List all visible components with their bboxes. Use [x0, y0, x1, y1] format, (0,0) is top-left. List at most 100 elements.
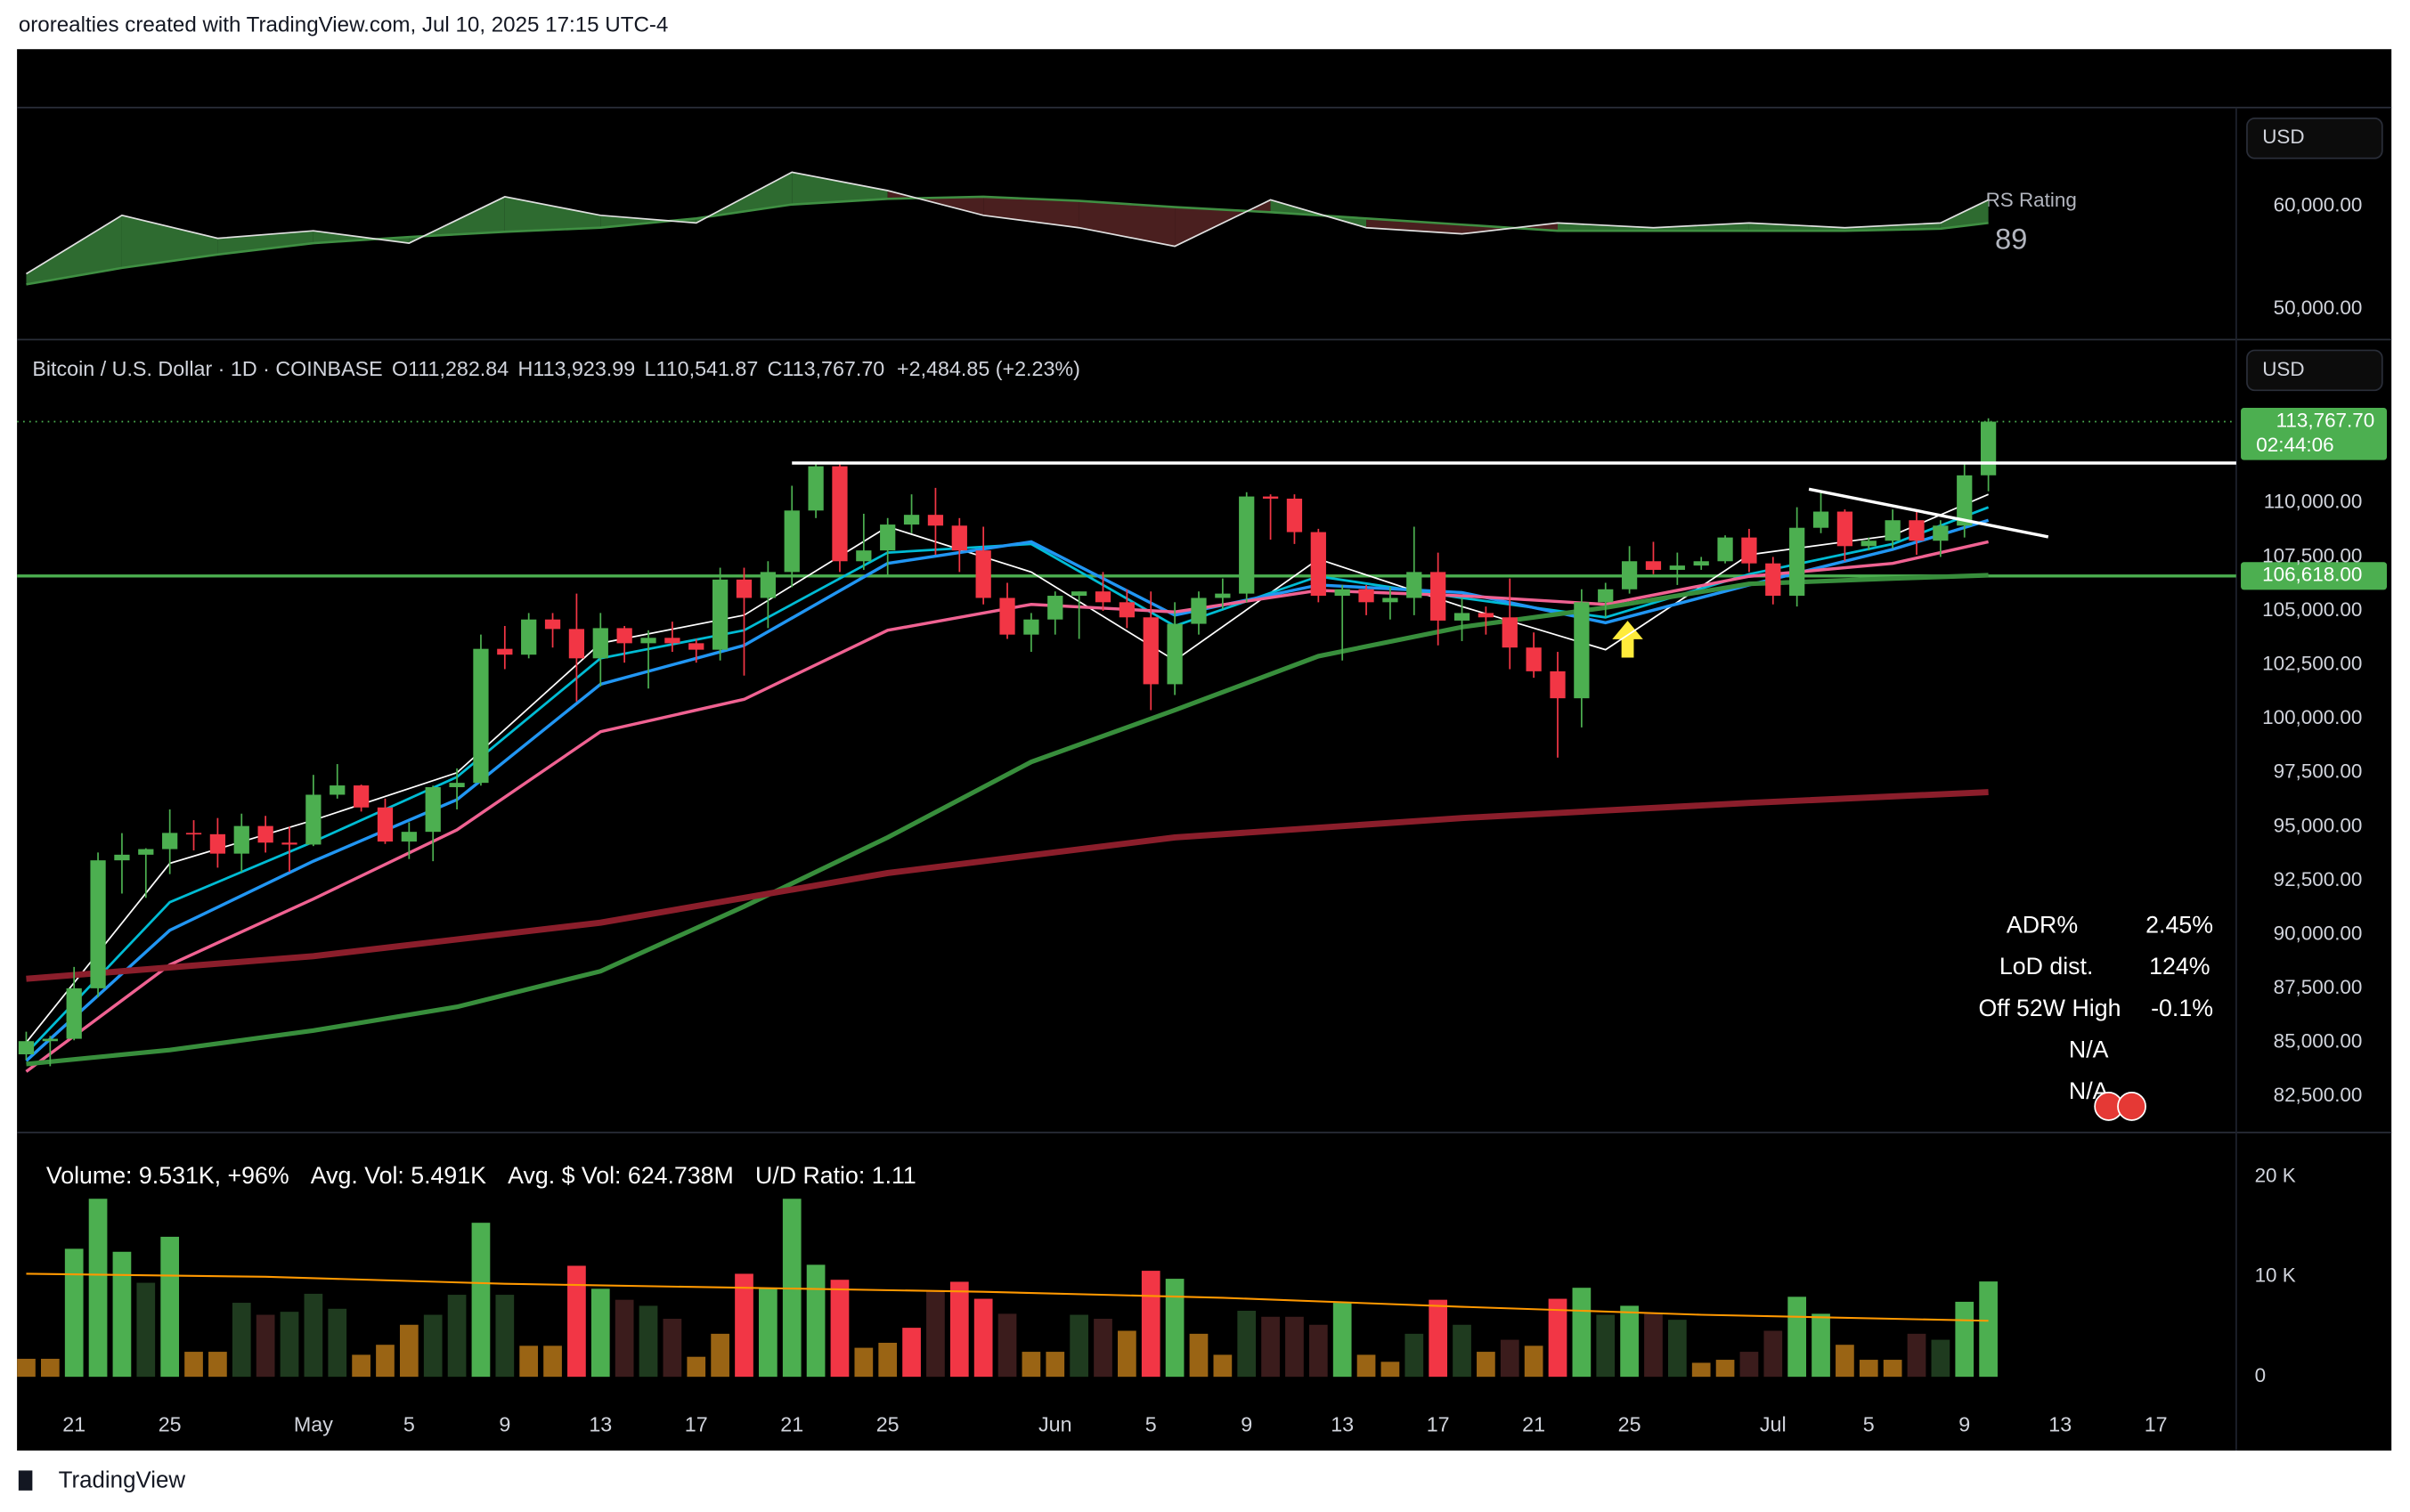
moving-average [25, 518, 1990, 1062]
volume-bar [208, 1352, 227, 1378]
rs-line [26, 171, 1989, 275]
candle-body [903, 515, 920, 525]
rs-fill [1079, 200, 1176, 247]
volume-bar [615, 1299, 634, 1378]
candle-body [999, 597, 1015, 635]
rs-fill [1748, 223, 1845, 232]
volume-bar [1667, 1320, 1687, 1378]
y-tick-label: 110,000.00 [2264, 491, 2363, 513]
volume-bar [543, 1345, 562, 1378]
volume-bar [878, 1342, 898, 1378]
candle-body [1885, 520, 1901, 541]
x-tick-label: 21 [62, 1413, 85, 1436]
button-label[interactable]: USD [2262, 358, 2304, 380]
candle-body [18, 1041, 35, 1055]
candle-body [1286, 498, 1303, 532]
button-label[interactable]: USD [2262, 126, 2304, 148]
volume-bar [926, 1290, 945, 1378]
x-tick-label: 9 [1241, 1413, 1252, 1436]
change: +2,484.85 (+2.23%) [897, 357, 1080, 380]
axes: 50,000.00 60,000.00 106,618.00 82,500.00 85,… [62, 193, 2387, 1436]
volume-bar [1691, 1362, 1711, 1378]
symbol-legend: Bitcoin / U.S. Dollar · 1D · COINBASE O11… [32, 357, 1080, 380]
volume-bar [1477, 1352, 1495, 1378]
candle-body [1143, 617, 1159, 685]
candle-body [138, 849, 154, 855]
y-tick-label: 82,500.00 [2274, 1084, 2363, 1106]
candle-body [1526, 647, 1542, 671]
rs-pane [26, 171, 1989, 286]
volume-bar [1931, 1339, 1950, 1378]
candle-body [1693, 561, 1709, 566]
candle-body [1957, 475, 1973, 526]
currency-button[interactable]: USD [2246, 349, 2383, 392]
moving-average [26, 573, 1989, 1067]
volume-bar [1859, 1360, 1878, 1378]
x-tick-label: 21 [780, 1413, 803, 1436]
x-tick-label: Jun [1038, 1413, 1072, 1436]
button-frame[interactable] [2246, 349, 2383, 392]
volume-bar [376, 1345, 395, 1378]
x-tick-label: 17 [685, 1413, 708, 1436]
volume-bar [1165, 1279, 1185, 1378]
candle-body [640, 638, 656, 644]
y-tick-label: 105,000.00 [2262, 598, 2362, 621]
volume-bar [352, 1354, 370, 1378]
rs-fill [983, 196, 1079, 228]
volume-bar [1237, 1311, 1257, 1378]
volume-bar [711, 1333, 729, 1378]
ohlc-value: 111,282.84 [408, 357, 509, 380]
last-price-tag [2241, 408, 2387, 460]
candle-body [664, 638, 680, 644]
volume-legend: Volume: 9.531K, +96% Avg. Vol: 5.491K Avg.… [46, 1162, 916, 1189]
candle-body [1310, 532, 1326, 597]
volume-bar [1548, 1298, 1567, 1378]
candle-body [353, 785, 370, 808]
candle-body [233, 825, 249, 854]
y-tick-label: 50,000.00 [2274, 297, 2363, 319]
candle-body [497, 648, 513, 655]
volume-bar [1141, 1271, 1160, 1378]
candle-body [257, 825, 273, 843]
volume-bar [17, 1358, 36, 1378]
volume-bar [1332, 1303, 1352, 1378]
volume-bar [949, 1281, 969, 1378]
volume-bar [1070, 1314, 1088, 1378]
candle-body [1167, 623, 1183, 685]
flag-icon[interactable] [2117, 1092, 2146, 1121]
button-frame[interactable] [2246, 118, 2383, 159]
x-tick-label: May [294, 1413, 333, 1436]
volume-bar [687, 1356, 706, 1378]
candle-body [330, 785, 346, 795]
moving-average [25, 540, 1989, 1073]
candle-body [1239, 496, 1255, 594]
rs-rating-title: RS Rating [1986, 189, 2077, 211]
candle-body [1502, 617, 1518, 648]
x-tick-label: 17 [1427, 1413, 1450, 1436]
volume-stat: Volume: 9.531K, +96% [46, 1162, 289, 1189]
volume-bar [1285, 1316, 1304, 1378]
volume-bar [1380, 1362, 1400, 1378]
volume-bar [1213, 1354, 1233, 1378]
volume-bar [1500, 1339, 1519, 1378]
candle-body [1191, 597, 1207, 624]
volume-bar [160, 1236, 180, 1378]
candle-body [951, 525, 967, 551]
candle-body [1047, 596, 1063, 620]
x-tick-label: 5 [1863, 1413, 1875, 1436]
x-tick-label: 5 [1145, 1413, 1157, 1436]
candle-body [185, 833, 202, 835]
candle-body [808, 466, 824, 511]
volume-bar [590, 1288, 610, 1378]
moving-average [25, 506, 1990, 1054]
candle-body [1406, 572, 1422, 598]
currency-button[interactable]: USD [2246, 118, 2383, 159]
footer-brand: TradingView [59, 1467, 186, 1492]
logo-mark [18, 1470, 33, 1491]
symbol-title: Bitcoin / U.S. Dollar · 1D · COINBASE [32, 357, 382, 380]
ohlc-key: H [518, 357, 533, 380]
candle-body [1574, 602, 1590, 699]
candle-body [1909, 520, 1925, 541]
volume-pane [17, 1199, 1998, 1378]
